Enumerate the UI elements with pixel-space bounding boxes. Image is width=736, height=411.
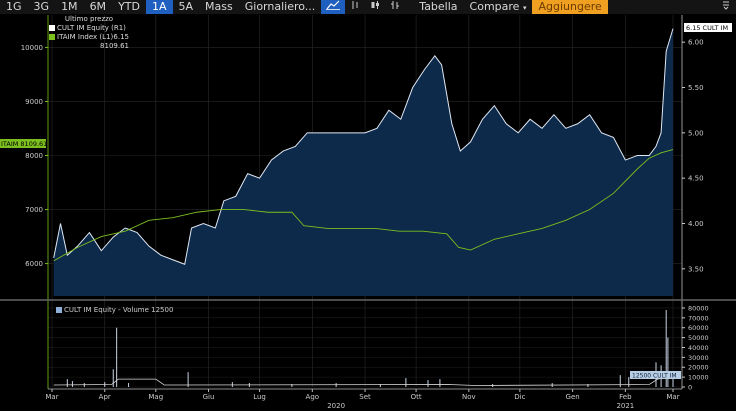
volume-title-text: CULT IM Equity - Volume 12500 bbox=[64, 306, 174, 314]
price-area-fill bbox=[53, 28, 674, 297]
left-index-label: ITAIM 8109.61 bbox=[0, 139, 47, 148]
x-tick-label: Lug bbox=[253, 393, 266, 401]
price-series bbox=[53, 28, 674, 297]
x-tick-label: Mar bbox=[666, 393, 679, 401]
volume-tick-label: 20000 bbox=[688, 364, 709, 372]
volume-series bbox=[53, 309, 674, 387]
left-tick-label: 7000 bbox=[25, 206, 43, 214]
volume-tick-label: 40000 bbox=[688, 344, 709, 352]
x-year-label: 2021 bbox=[616, 402, 634, 410]
x-axis: Mar Apr Mag Giu Lug Ago Set Ott Nov Dic Gen Feb Mar 2… bbox=[45, 389, 680, 410]
x-tick-label: Apr bbox=[99, 393, 111, 401]
hilo-icon[interactable] bbox=[385, 0, 405, 14]
x-year-label: 2020 bbox=[327, 402, 345, 410]
legend-name-itaim: ITAIM Index (L1) bbox=[57, 33, 114, 41]
volume-tick-label: 50000 bbox=[688, 334, 709, 342]
left-index-label-text: ITAIM 8109.61 bbox=[1, 140, 47, 148]
legend: Ultimo prezzo CULT IM Equity (R1) 6.15 I… bbox=[49, 15, 129, 51]
x-tick-label: Nov bbox=[462, 393, 476, 401]
frequency-dropdown[interactable]: Giornaliero... bbox=[244, 0, 316, 13]
line-chart-icon[interactable] bbox=[321, 0, 346, 14]
chart-canvas: 6000 7000 8000 9000 10000 3.50 4.00 4.50 5.00 5.… bbox=[0, 15, 736, 410]
period-max[interactable]: Mass bbox=[205, 0, 233, 13]
x-tick-label: Mag bbox=[148, 393, 163, 401]
legend-item-itaim: ITAIM Index (L1) 8109.61 bbox=[49, 33, 129, 50]
period-5a[interactable]: 5A bbox=[178, 0, 194, 13]
volume-tick-label: 70000 bbox=[688, 314, 709, 322]
volume-tick-label: 80000 bbox=[688, 304, 709, 312]
right-volume-label-text: 12500 CULT IM bbox=[632, 373, 677, 380]
left-tick-label: 9000 bbox=[25, 98, 43, 106]
volume-tick-label: 60000 bbox=[688, 324, 709, 332]
toolbar: 1G 3G 1M 6M YTD 1A 5A Mass Giornaliero..… bbox=[0, 0, 736, 14]
period-1a[interactable]: 1A bbox=[145, 0, 173, 14]
candlestick-icon[interactable] bbox=[365, 0, 385, 14]
legend-swatch-cult bbox=[49, 25, 55, 31]
period-6m[interactable]: 6M bbox=[89, 0, 107, 13]
period-ytd[interactable]: YTD bbox=[118, 0, 140, 13]
right-tick-label: 6.00 bbox=[688, 39, 704, 47]
volume-tick-label: 10000 bbox=[688, 374, 709, 382]
x-tick-label: Dic bbox=[514, 393, 525, 401]
right-tick-label: 5.50 bbox=[688, 84, 704, 92]
volume-average-line bbox=[53, 372, 674, 386]
right-volume-label: 12500 CULT IM bbox=[630, 371, 681, 380]
left-tick-label: 8000 bbox=[25, 152, 43, 160]
left-tick-label: 6000 bbox=[25, 260, 43, 268]
compare-dropdown[interactable]: Compare ▾ bbox=[464, 0, 533, 14]
table-button[interactable]: Tabella bbox=[419, 0, 458, 13]
price-line bbox=[53, 28, 674, 265]
right-axis: 3.50 4.00 4.50 5.00 5.50 6.00 bbox=[682, 39, 704, 273]
legend-name-cult: CULT IM Equity (R1) bbox=[57, 24, 126, 32]
legend-item-cult: CULT IM Equity (R1) 6.15 bbox=[49, 24, 129, 41]
volume-tick-label: 0 bbox=[688, 384, 692, 392]
period-1m[interactable]: 1M bbox=[61, 0, 78, 13]
volume-tick-label: 30000 bbox=[688, 354, 709, 362]
x-tick-label: Feb bbox=[619, 393, 632, 401]
bar-chart-icon[interactable] bbox=[345, 0, 365, 14]
right-tick-label: 3.50 bbox=[688, 265, 704, 273]
x-tick-label: Ott bbox=[411, 393, 422, 401]
left-axis: 6000 7000 8000 9000 10000 bbox=[21, 44, 48, 268]
right-tick-label: 5.00 bbox=[688, 129, 704, 137]
right-price-label-text: 6.15 CULT IM bbox=[686, 24, 728, 32]
x-tick-label: Ago bbox=[306, 393, 320, 401]
left-tick-label: 10000 bbox=[21, 44, 43, 52]
legend-value-cult: 6.15 bbox=[113, 33, 129, 41]
volume-swatch bbox=[56, 307, 62, 313]
x-tick-label: Giu bbox=[203, 393, 215, 401]
legend-swatch-itaim bbox=[49, 34, 55, 40]
compare-label: Compare bbox=[469, 0, 520, 13]
index-line bbox=[53, 149, 674, 262]
index-series bbox=[53, 149, 674, 262]
chevron-down-icon: ▾ bbox=[522, 4, 527, 12]
legend-header: Ultimo prezzo bbox=[64, 15, 114, 23]
add-button[interactable]: Aggiungere bbox=[532, 0, 608, 14]
right-price-label: 6.15 CULT IM bbox=[684, 23, 732, 32]
x-tick-label: Gen bbox=[566, 393, 580, 401]
period-3g[interactable]: 3G bbox=[33, 0, 50, 13]
x-tick-label: Set bbox=[359, 393, 371, 401]
volume-axis: 0 10000 20000 30000 40000 50000 60000 70000 8000… bbox=[682, 304, 709, 392]
menu-icon[interactable] bbox=[716, 0, 736, 14]
right-tick-label: 4.50 bbox=[688, 175, 704, 183]
volume-title: CULT IM Equity - Volume 12500 bbox=[56, 306, 173, 314]
period-1g[interactable]: 1G bbox=[6, 0, 22, 13]
x-tick-label: Mar bbox=[45, 393, 58, 401]
legend-value-itaim: 8109.61 bbox=[100, 42, 129, 50]
right-tick-label: 4.00 bbox=[688, 220, 704, 228]
